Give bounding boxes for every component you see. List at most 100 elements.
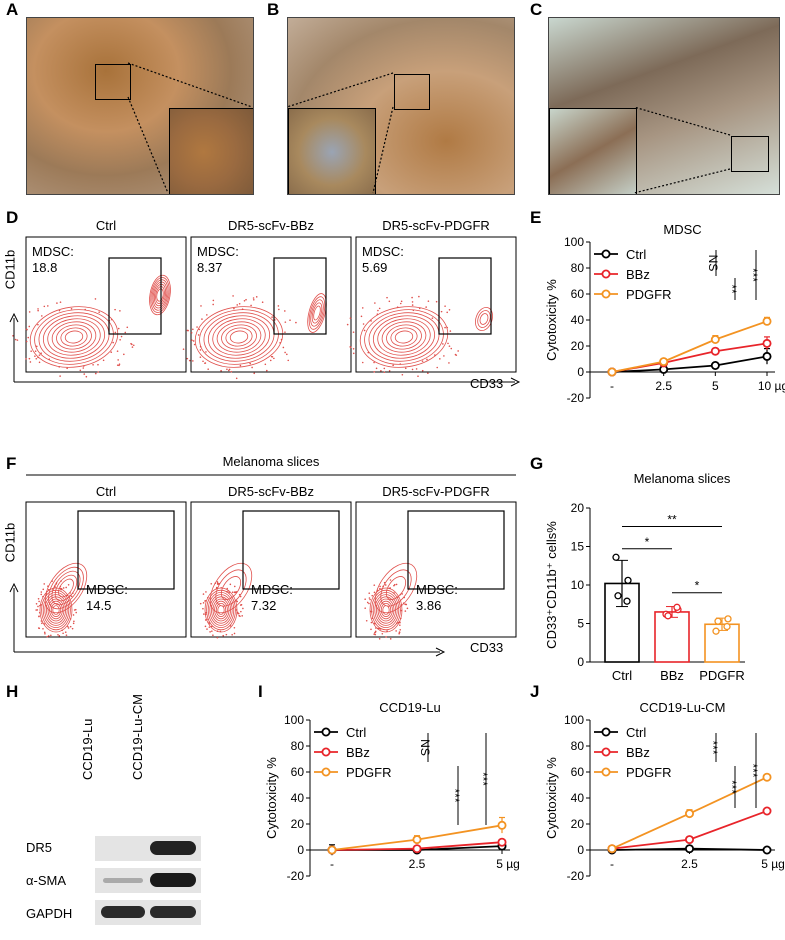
flow-contour <box>229 330 249 344</box>
flow-event-dot <box>58 366 61 368</box>
flow-event-dot <box>218 582 221 585</box>
y-tick-label: 40 <box>571 313 585 327</box>
flow-event-dot <box>12 335 14 337</box>
flow-contour <box>199 309 279 365</box>
flow-event-dot <box>212 634 214 636</box>
flow-event-dot <box>200 305 202 307</box>
flow-event-dot <box>398 631 401 634</box>
y-tick-label: 5 <box>577 617 584 631</box>
flow-event-dot <box>411 304 414 306</box>
flow-event-dot <box>56 302 58 304</box>
series-line-bbz <box>611 342 768 373</box>
flow-plot-frame <box>355 501 517 638</box>
flow-contour <box>155 286 165 304</box>
flow-event-dot <box>448 309 451 311</box>
inset-box-c <box>731 136 769 172</box>
flow-event-dot <box>395 583 398 586</box>
flow-event-dot <box>378 637 381 640</box>
y-tick-label: 0 <box>577 843 584 857</box>
data-point <box>497 820 507 830</box>
series-line-ctrl <box>611 847 768 851</box>
flow-event-dot <box>25 328 28 331</box>
flow-event-dot <box>43 305 46 308</box>
flow-event-dot <box>72 614 75 616</box>
flow-event-dot <box>388 587 391 590</box>
flow-event-dot <box>235 599 237 602</box>
flow-event-dot <box>399 363 402 365</box>
flow-event-dot <box>412 309 415 312</box>
blot-row-label-dr5: DR5 <box>26 840 53 855</box>
flow-event-dot <box>364 598 366 601</box>
data-point <box>723 622 731 631</box>
flow-event-dot <box>238 302 241 305</box>
flow-event-dot <box>447 342 449 345</box>
flow-plot-frame <box>190 501 352 638</box>
flow-event-dot <box>216 581 219 583</box>
flow-event-dot <box>92 363 94 366</box>
legend-marker <box>321 747 331 757</box>
legend-label: Ctrl <box>626 725 646 740</box>
flow-event-dot <box>242 607 244 610</box>
flow-contour <box>307 293 327 333</box>
sig-label: *** <box>706 740 720 754</box>
flow-event-dot <box>253 372 256 375</box>
flow-event-dot <box>434 354 436 356</box>
flow-event-dot <box>228 591 230 594</box>
flow-event-dot <box>271 356 274 358</box>
flow-event-dot <box>226 368 228 371</box>
flow-event-dot <box>208 621 211 623</box>
data-point <box>607 367 617 377</box>
flow-event-dot <box>289 319 291 321</box>
flow-event-dot <box>449 330 452 332</box>
sig-label: ** <box>667 512 677 526</box>
flow-event-dot <box>37 627 40 629</box>
flow-event-dot <box>47 585 49 588</box>
y-tick-label: 60 <box>571 287 585 301</box>
flow-event-dot <box>385 636 387 638</box>
x-tick-label: 2.5 <box>655 379 672 393</box>
flow-event-dot <box>393 584 395 587</box>
flow-event-dot <box>271 316 273 318</box>
flow-event-dot <box>226 587 229 590</box>
flow-event-dot <box>98 311 100 313</box>
flow-event-dot <box>406 607 409 610</box>
sig-label: ** <box>725 284 739 294</box>
flow-event-dot <box>448 362 450 364</box>
panel-d-title-3: DR5-scFv-PDGFR <box>382 218 490 233</box>
flow-event-dot <box>192 328 194 331</box>
flow-contour <box>210 596 231 624</box>
flow-event-dot <box>37 308 39 310</box>
flow-event-dot <box>131 343 133 346</box>
flow-event-dot <box>380 369 382 372</box>
flow-event-dot <box>44 632 46 635</box>
flow-event-dot <box>241 615 243 617</box>
flow-event-dot <box>377 627 379 630</box>
sig-label: * <box>645 535 650 549</box>
flow-event-dot <box>220 586 223 589</box>
flow-event-dot <box>295 321 297 324</box>
chart-title: MDSC <box>663 222 701 237</box>
y-tick-label: 20 <box>571 339 585 353</box>
flow-event-dot <box>233 307 235 310</box>
data-point <box>607 367 617 377</box>
flow-event-dot <box>454 353 457 356</box>
flow-event-dot <box>375 367 378 370</box>
flow-event-dot <box>25 340 28 343</box>
flow-event-dot <box>377 309 379 312</box>
flow-event-dot <box>369 598 371 601</box>
flow-event-dot <box>379 628 382 630</box>
flow-event-dot <box>418 307 421 310</box>
data-point <box>710 334 720 344</box>
flow-event-dot <box>418 295 420 298</box>
flow-event-dot <box>374 302 376 304</box>
y-tick-label: 60 <box>291 765 305 779</box>
mdsc-gate <box>438 257 492 335</box>
flow-event-dot <box>234 591 236 594</box>
data-point <box>412 844 422 854</box>
blot-band <box>103 878 143 883</box>
flow-event-dot <box>349 346 352 349</box>
flow-event-dot <box>59 301 62 303</box>
flow-event-dot <box>240 603 243 606</box>
sig-label: *** <box>476 772 490 786</box>
flow-contour <box>58 578 74 598</box>
